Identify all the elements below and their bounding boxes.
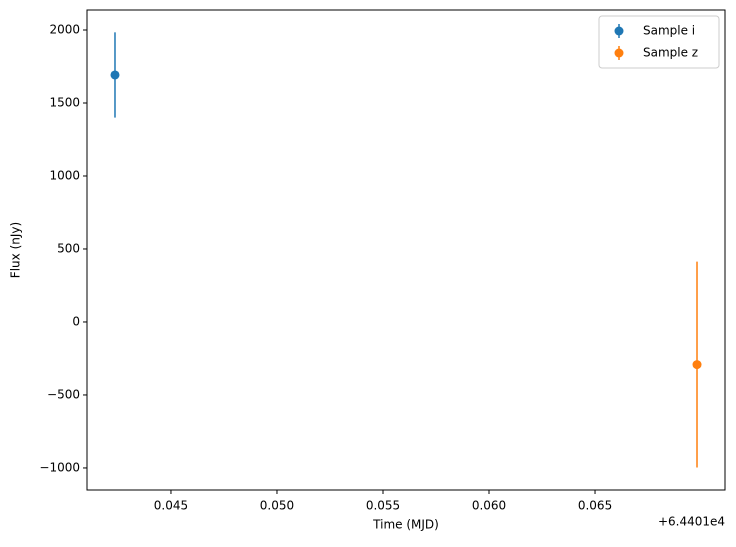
data-point (110, 70, 120, 80)
y-tick-label: −500 (47, 387, 80, 401)
legend-label: Sample i (643, 24, 695, 38)
y-tick-label: 1500 (49, 95, 80, 109)
x-tick-label: 0.055 (366, 499, 400, 513)
y-tick-label: 0 (72, 314, 80, 328)
x-tick-label: 0.060 (472, 499, 506, 513)
legend-marker (614, 26, 624, 36)
x-tick-label: 0.065 (578, 499, 612, 513)
y-axis-label: Flux (nJy) (9, 222, 23, 278)
legend-marker (614, 48, 624, 58)
data-point (692, 360, 702, 370)
y-tick-label: −1000 (39, 460, 80, 474)
legend-label: Sample z (643, 46, 698, 60)
x-axis-label: Time (MJD) (372, 518, 439, 532)
y-tick-label: 500 (57, 241, 80, 255)
x-tick-label: 0.045 (154, 499, 188, 513)
x-tick-label: 0.050 (260, 499, 294, 513)
legend-box (598, 15, 720, 69)
y-tick-label: 2000 (49, 23, 80, 37)
x-offset-label: +6.4401e4 (658, 515, 725, 529)
y-tick-label: 1000 (49, 168, 80, 182)
plot-area (86, 9, 726, 491)
